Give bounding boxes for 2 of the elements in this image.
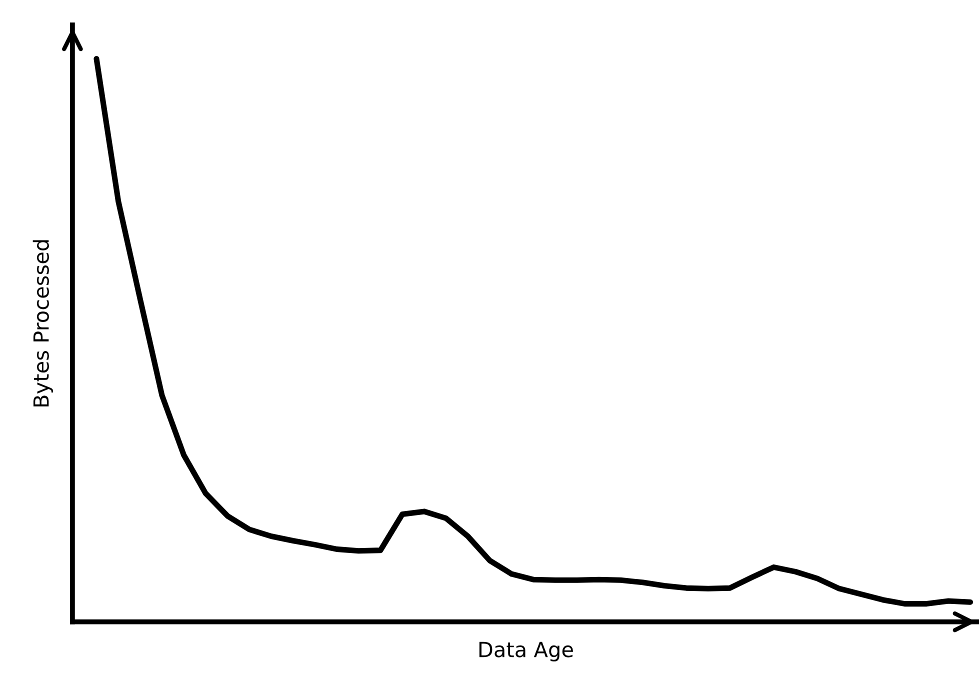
y-axis-title: Bytes Processed <box>32 240 53 406</box>
x-axis-title: Data Age <box>479 642 573 662</box>
